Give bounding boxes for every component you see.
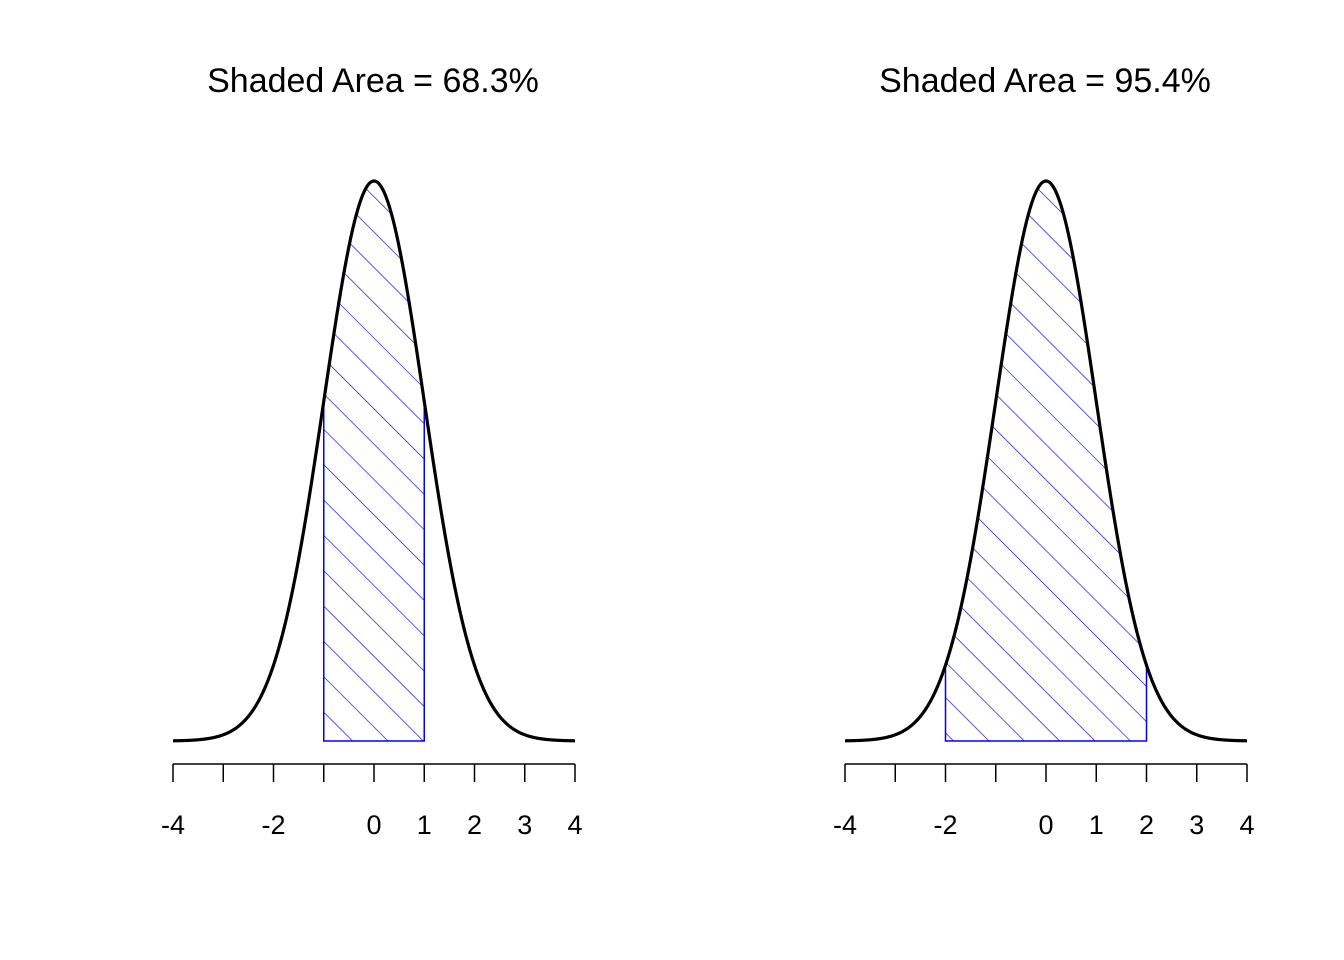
x-tick-label: 2 [1139,810,1154,840]
x-tick-label: 3 [1189,810,1204,840]
x-tick-label: 4 [567,810,582,840]
shaded-region [944,180,1148,742]
x-tick-label: 0 [366,810,381,840]
x-tick-label: 0 [1038,810,1053,840]
right-panel: Shaded Area = 95.4% -4 -2 0 1 2 3 4 [833,62,1255,840]
x-tick-label: -4 [161,810,185,840]
x-tick-label: 2 [467,810,482,840]
panel-title: Shaded Area = 95.4% [879,62,1211,100]
panel-title: Shaded Area = 68.3% [207,62,539,100]
x-tick-label: 1 [1089,810,1104,840]
left-panel: Shaded Area = 68.3% -4 -2 0 1 2 3 4 [161,62,583,840]
density-curve [172,179,576,743]
x-tick-label: -2 [261,810,285,840]
shaded-region [323,180,425,742]
x-tick-label: 4 [1239,810,1254,840]
x-tick-label: -2 [933,810,957,840]
x-tick-label: 1 [417,810,432,840]
x-tick-label: -4 [833,810,857,840]
density-curve [844,179,1248,743]
x-tick-label: 3 [517,810,532,840]
